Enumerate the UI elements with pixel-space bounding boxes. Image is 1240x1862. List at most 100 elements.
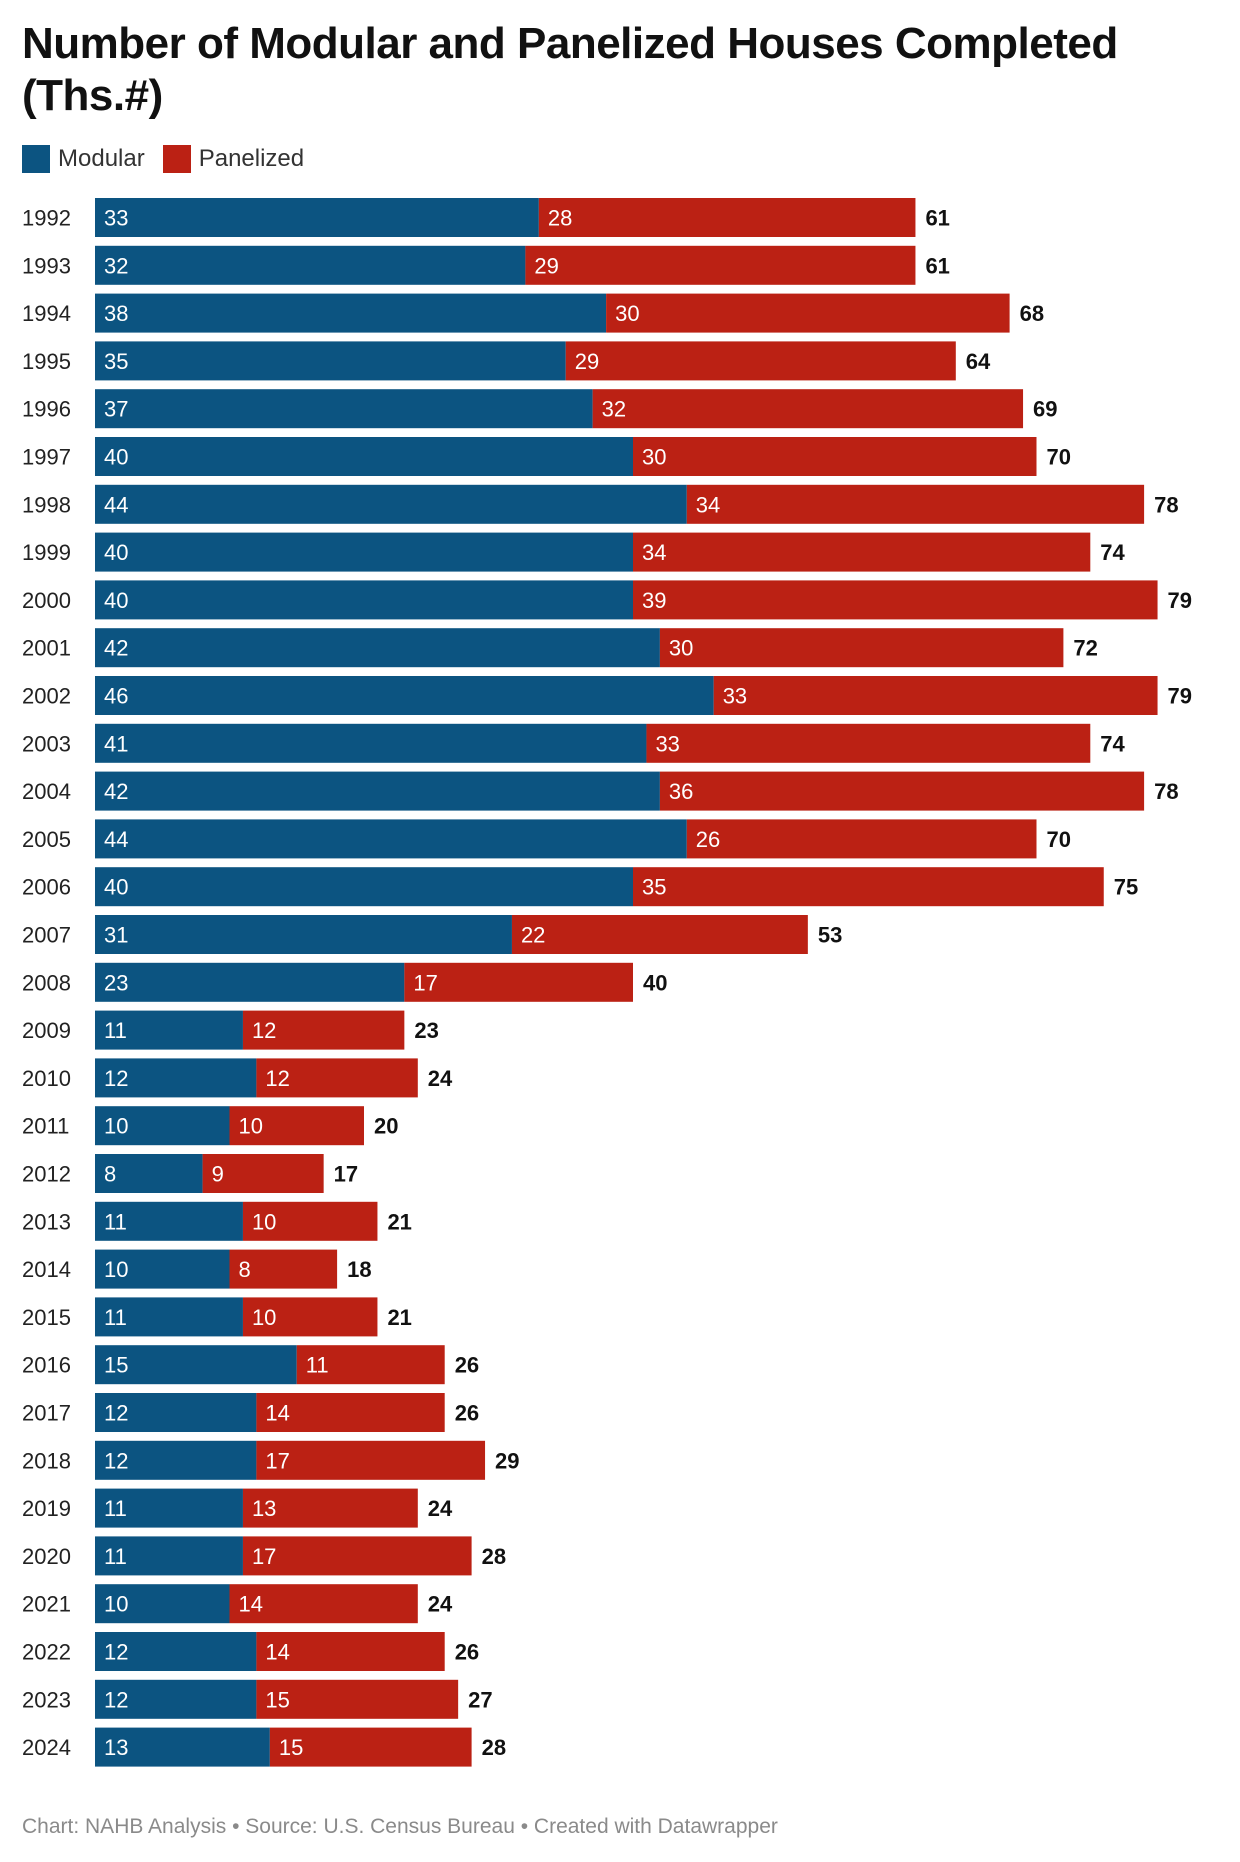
year-label: 1993	[22, 253, 71, 278]
modular-value-label: 44	[104, 492, 128, 517]
panelized-value-label: 33	[723, 684, 747, 709]
total-value-label: 40	[643, 970, 667, 995]
modular-value-label: 8	[104, 1162, 116, 1187]
panelized-bar	[256, 1440, 486, 1480]
modular-value-label: 40	[104, 875, 128, 900]
total-value-label: 24	[428, 1066, 453, 1091]
panelized-bar	[256, 1393, 445, 1432]
total-value-label: 24	[428, 1592, 453, 1617]
year-label: 2022	[22, 1640, 71, 1665]
panelized-value-label: 34	[642, 540, 666, 565]
panelized-value-label: 34	[696, 492, 720, 517]
year-label: 1998	[22, 492, 71, 517]
total-value-label: 24	[428, 1496, 453, 1521]
modular-bar	[95, 1058, 257, 1098]
modular-value-label: 10	[104, 1114, 128, 1139]
panelized-value-label: 17	[265, 1448, 289, 1473]
year-label: 2000	[22, 588, 71, 613]
panelized-value-label: 26	[696, 827, 720, 852]
total-value-label: 70	[1047, 827, 1071, 852]
modular-value-label: 44	[104, 827, 128, 852]
panelized-bar	[686, 484, 1145, 524]
panelized-bar	[713, 676, 1158, 715]
modular-value-label: 11	[104, 1544, 127, 1569]
year-label: 2002	[22, 684, 71, 709]
modular-bar	[95, 341, 566, 381]
total-value-label: 28	[482, 1735, 506, 1760]
modular-bar	[95, 962, 405, 1002]
total-value-label: 74	[1100, 540, 1125, 565]
total-value-label: 74	[1100, 731, 1125, 756]
panelized-value-label: 33	[655, 731, 679, 756]
year-label: 1999	[22, 540, 71, 565]
panelized-bar	[592, 389, 1024, 429]
year-label: 1996	[22, 397, 71, 422]
modular-value-label: 11	[104, 1209, 127, 1234]
panelized-bar	[242, 1536, 472, 1576]
year-label: 2012	[22, 1162, 71, 1187]
modular-value-label: 10	[104, 1257, 128, 1282]
year-label: 2017	[22, 1401, 71, 1426]
panelized-value-label: 30	[642, 445, 666, 470]
panelized-value-label: 12	[265, 1066, 289, 1091]
panelized-bar	[511, 915, 808, 954]
year-label: 1997	[22, 445, 71, 470]
total-value-label: 79	[1168, 588, 1192, 613]
modular-value-label: 12	[104, 1066, 128, 1091]
panelized-value-label: 10	[252, 1305, 276, 1330]
total-value-label: 20	[374, 1114, 398, 1139]
modular-value-label: 37	[104, 397, 128, 422]
year-label: 2004	[22, 779, 71, 804]
modular-bar	[95, 915, 512, 954]
modular-bar	[95, 437, 633, 476]
panelized-bar	[633, 867, 1104, 907]
modular-bar	[95, 580, 633, 620]
panelized-bar	[202, 1154, 324, 1193]
panelized-bar	[538, 198, 916, 237]
year-label: 2020	[22, 1544, 71, 1569]
chart-title: Number of Modular and Panelized Houses C…	[22, 19, 1118, 120]
modular-value-label: 12	[104, 1687, 128, 1712]
modular-bar	[95, 1584, 230, 1624]
panelized-value-label: 11	[306, 1353, 329, 1378]
modular-bar	[95, 245, 526, 285]
total-value-label: 17	[334, 1162, 358, 1187]
modular-value-label: 42	[104, 636, 128, 661]
panelized-value-label: 36	[669, 779, 693, 804]
modular-bar	[95, 1201, 243, 1241]
modular-bar	[95, 1345, 297, 1385]
modular-bar	[95, 1010, 243, 1050]
year-label: 2010	[22, 1066, 71, 1091]
panelized-bar	[269, 1727, 472, 1767]
total-value-label: 75	[1114, 875, 1138, 900]
year-label: 2009	[22, 1018, 71, 1043]
panelized-value-label: 17	[413, 970, 437, 995]
panelized-bar	[606, 293, 1010, 333]
modular-bar	[95, 1393, 257, 1432]
modular-value-label: 15	[104, 1353, 128, 1378]
panelized-bar	[256, 1632, 445, 1671]
year-label: 2014	[22, 1257, 71, 1282]
year-label: 2006	[22, 875, 71, 900]
panelized-bar	[404, 962, 633, 1002]
year-label: 2024	[22, 1735, 71, 1760]
modular-bar	[95, 484, 687, 524]
modular-value-label: 13	[104, 1735, 128, 1760]
modular-bar	[95, 1297, 243, 1337]
modular-bar	[95, 628, 660, 668]
modular-bar	[95, 1488, 243, 1528]
modular-bar	[95, 1632, 257, 1671]
panelized-value-label: 29	[534, 253, 558, 278]
year-label: 2008	[22, 970, 71, 995]
panelized-value-label: 8	[239, 1257, 251, 1282]
total-value-label: 79	[1168, 684, 1192, 709]
year-label: 2018	[22, 1448, 71, 1473]
panelized-value-label: 22	[521, 923, 545, 948]
modular-bar	[95, 532, 633, 572]
total-value-label: 26	[455, 1640, 479, 1665]
legend-item-modular: Modular	[22, 145, 145, 173]
modular-bar	[95, 819, 687, 859]
panelized-bar	[646, 723, 1091, 763]
panelized-bar	[229, 1249, 338, 1289]
modular-value-label: 41	[104, 731, 128, 756]
